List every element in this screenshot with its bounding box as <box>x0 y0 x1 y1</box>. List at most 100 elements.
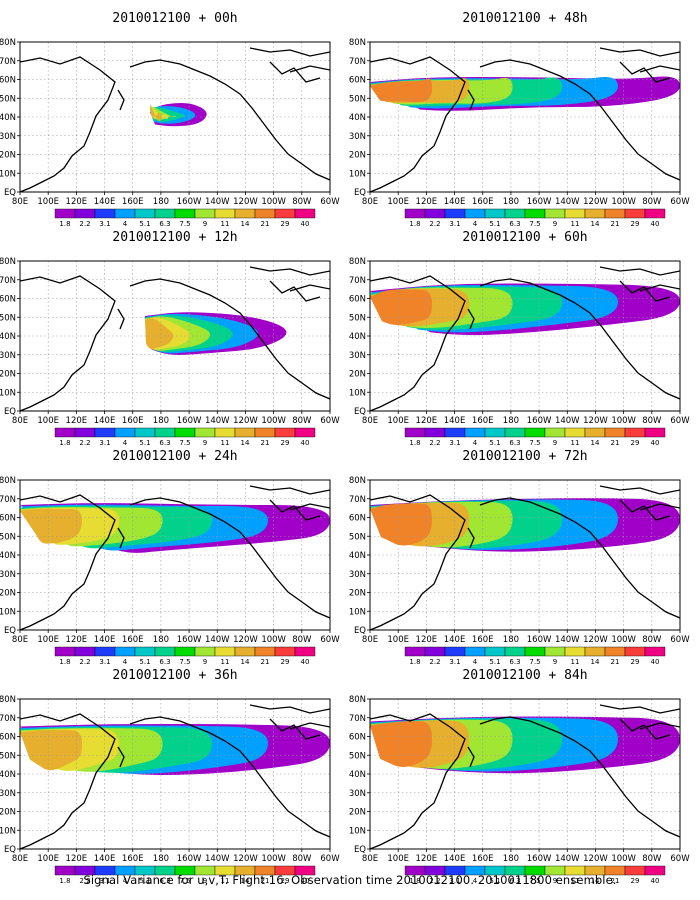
colorbar-label: 6.3 <box>159 439 170 447</box>
lat-label: 40N <box>0 551 16 561</box>
colorbar-label: 5.1 <box>489 877 500 885</box>
lon-label: 160W <box>177 854 202 864</box>
colorbar-label: 5.1 <box>489 220 500 228</box>
lon-label: 80E <box>362 854 378 864</box>
lon-label: 80W <box>642 197 662 207</box>
colorbar-swatch <box>134 208 156 219</box>
colorbar-label: 1.8 <box>409 658 420 666</box>
colorbar-swatch <box>604 427 626 438</box>
lon-label: 100W <box>611 197 636 207</box>
lon-label: 180 <box>503 854 519 864</box>
colorbar-label: 40 <box>651 658 660 666</box>
lon-label: 180 <box>503 635 519 645</box>
variance-field <box>145 312 287 355</box>
colorbar-swatch <box>464 646 486 657</box>
lat-label: EQ <box>354 626 366 636</box>
colorbar-label: 3.1 <box>99 877 110 885</box>
lon-label: 160W <box>177 416 202 426</box>
lon-label: 120E <box>416 854 438 864</box>
panel-title: 2010012100 + 84h <box>462 668 587 683</box>
lon-label: 120W <box>583 854 608 864</box>
colorbar-label: 3.1 <box>99 220 110 228</box>
colorbar-label: 9 <box>553 439 557 447</box>
lon-label: 140W <box>205 854 230 864</box>
lon-label: 80E <box>362 416 378 426</box>
colorbar-label: 6.3 <box>509 220 520 228</box>
lon-label: 80E <box>12 635 28 645</box>
lon-label: 100W <box>261 197 286 207</box>
colorbar-label: 14 <box>241 439 250 447</box>
lon-label: 140E <box>444 416 466 426</box>
variance-contour <box>20 508 82 544</box>
colorbar-label: 14 <box>241 877 250 885</box>
colorbar-label: 5.1 <box>139 658 150 666</box>
lon-label: 80W <box>642 635 662 645</box>
colorbar-label: 11 <box>221 439 230 447</box>
colorbar-label: 7.5 <box>179 877 190 885</box>
variance-field <box>370 498 680 552</box>
colorbar-label: 7.5 <box>529 220 540 228</box>
lon-label: 100E <box>387 635 409 645</box>
lat-label: 10N <box>349 607 366 617</box>
colorbar-swatch <box>94 208 116 219</box>
colorbar-swatch <box>274 427 296 438</box>
panel-title: 2010012100 + 24h <box>112 449 237 464</box>
colorbar-swatch <box>74 427 96 438</box>
colorbar-swatch <box>94 427 116 438</box>
colorbar-label: 40 <box>301 220 310 228</box>
colorbar-swatch <box>404 427 426 438</box>
colorbar-swatch <box>54 646 76 657</box>
lon-label: 120W <box>233 635 258 645</box>
colorbar-label: 29 <box>281 658 290 666</box>
map-panel: 2010012100 + 36h 80N 70N 60N 50N 40N 30N 20N 10N… <box>0 668 340 885</box>
colorbar-label: 14 <box>591 220 600 228</box>
lon-label: 120E <box>66 854 88 864</box>
lat-label: EQ <box>354 188 366 198</box>
lat-label: 30N <box>349 789 366 799</box>
lat-label: EQ <box>4 626 16 636</box>
lat-label: 80N <box>0 695 16 705</box>
colorbar-label: 1.8 <box>59 658 70 666</box>
colorbar-label: 3.1 <box>449 877 460 885</box>
colorbar-label: 1.8 <box>59 220 70 228</box>
variance-contour <box>370 503 432 546</box>
colorbar-swatch <box>404 646 426 657</box>
lon-label: 140E <box>444 197 466 207</box>
lat-label: 50N <box>349 751 366 761</box>
colorbar-label: 4 <box>473 877 478 885</box>
lat-label: EQ <box>354 845 366 855</box>
lon-label: 60W <box>320 854 340 864</box>
lon-label: 80W <box>292 635 312 645</box>
lon-label: 160E <box>122 416 144 426</box>
colorbar-label: 9 <box>553 220 557 228</box>
lat-label: 40N <box>349 332 366 342</box>
lon-label: 160E <box>122 854 144 864</box>
colorbar-swatch <box>74 646 96 657</box>
lat-label: 50N <box>349 313 366 323</box>
map-background <box>20 480 330 630</box>
lat-label: EQ <box>354 407 366 417</box>
colorbar-swatch <box>584 646 606 657</box>
colorbar-label: 2.2 <box>429 877 440 885</box>
colorbar-label: 40 <box>301 658 310 666</box>
lat-label: 50N <box>349 94 366 104</box>
colorbar-label: 4 <box>123 220 128 228</box>
colorbar-label: 21 <box>611 439 620 447</box>
lon-label: 160W <box>527 854 552 864</box>
colorbar-label: 11 <box>571 658 580 666</box>
lat-label: 80N <box>349 38 366 48</box>
lon-label: 120E <box>66 197 88 207</box>
lat-label: 10N <box>0 388 16 398</box>
variance-contour <box>20 730 82 771</box>
lon-label: 100E <box>387 854 409 864</box>
colorbar-swatch <box>294 865 316 876</box>
colorbar-swatch <box>94 646 116 657</box>
colorbar-swatch <box>484 427 506 438</box>
lon-label: 100E <box>37 635 59 645</box>
colorbar-label: 11 <box>221 658 230 666</box>
colorbar-swatch <box>644 646 666 657</box>
lon-label: 80E <box>12 197 28 207</box>
lon-label: 100W <box>261 854 286 864</box>
colorbar-label: 21 <box>261 877 270 885</box>
colorbar-label: 2.2 <box>429 439 440 447</box>
